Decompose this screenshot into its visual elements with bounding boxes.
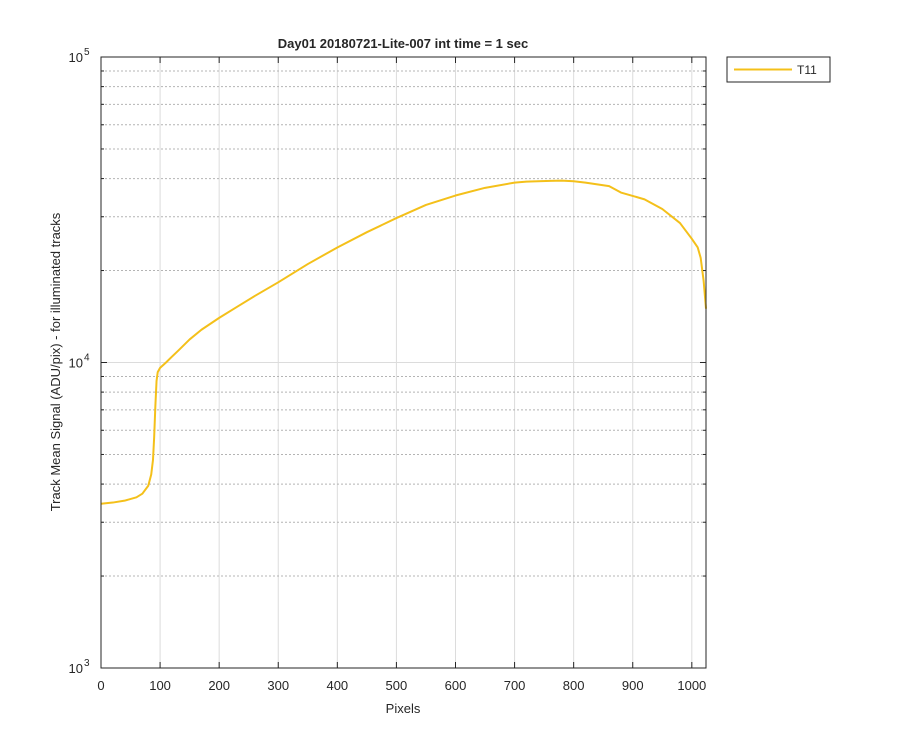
y-tick-label-base: 10 [69,356,83,371]
grid-layer [101,57,706,668]
y-tick-label: 10 4 [69,353,90,371]
x-tick-label: 600 [445,678,467,693]
x-tick-label: 500 [386,678,408,693]
x-tick-label: 800 [563,678,585,693]
x-tick-label: 1000 [677,678,706,693]
x-tick-label: 700 [504,678,526,693]
y-tick-label-exponent: 4 [84,353,90,364]
series-layer [100,179,707,505]
y-tick-label: 10 5 [69,47,90,65]
y-tick-label: 10 3 [69,658,90,676]
series-line-t11 [100,179,707,505]
y-tick-label-base: 10 [69,661,83,676]
y-tick-label-exponent: 3 [84,658,90,669]
x-tick-label: 900 [622,678,644,693]
tick-layer [100,56,706,669]
chart-title: Day01 20180721-Lite-007 int time = 1 sec [278,36,528,51]
x-tick-label: 100 [149,678,171,693]
x-tick-label: 300 [267,678,289,693]
x-tick-label: 400 [326,678,348,693]
y-axis-label: Track Mean Signal (ADU/pix) - for illumi… [48,212,63,511]
x-axis-label: Pixels [386,701,421,716]
y-tick-label-base: 10 [69,50,83,65]
y-tick-label-exponent: 5 [84,47,90,58]
legend: T11 [726,56,831,83]
x-tick-label: 0 [97,678,104,693]
x-tick-label: 200 [208,678,230,693]
legend-label-t11: T11 [797,63,817,77]
